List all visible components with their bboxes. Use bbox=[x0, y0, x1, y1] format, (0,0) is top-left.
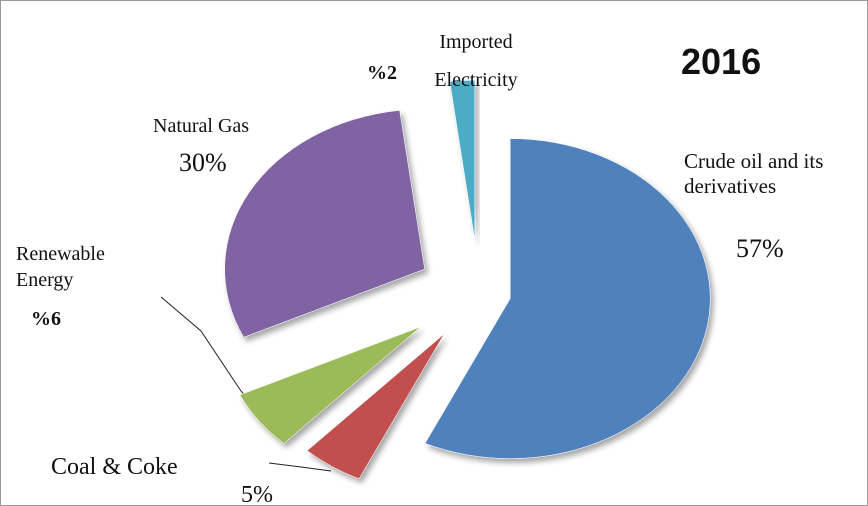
category-label: Crude oil and its derivatives bbox=[684, 149, 824, 199]
pie-slice bbox=[424, 138, 711, 459]
category-label: Imported Electricity bbox=[434, 31, 518, 91]
value-label: 57% bbox=[736, 234, 784, 263]
value-label: 5% bbox=[241, 482, 273, 506]
category-label: Renewable Energy bbox=[16, 243, 105, 291]
category-label: Coal & Coke bbox=[51, 454, 178, 480]
value-label: 30% bbox=[179, 148, 227, 177]
chart-title: 2016 bbox=[681, 41, 762, 82]
leader-line bbox=[268, 462, 332, 472]
value-label: %6 bbox=[31, 308, 61, 330]
value-label: %2 bbox=[367, 62, 397, 84]
pie-slice bbox=[239, 326, 421, 444]
pie-slice bbox=[449, 80, 476, 241]
pie-slice bbox=[306, 333, 445, 480]
pie-slice bbox=[224, 110, 425, 338]
category-label: Natural Gas bbox=[153, 115, 250, 137]
